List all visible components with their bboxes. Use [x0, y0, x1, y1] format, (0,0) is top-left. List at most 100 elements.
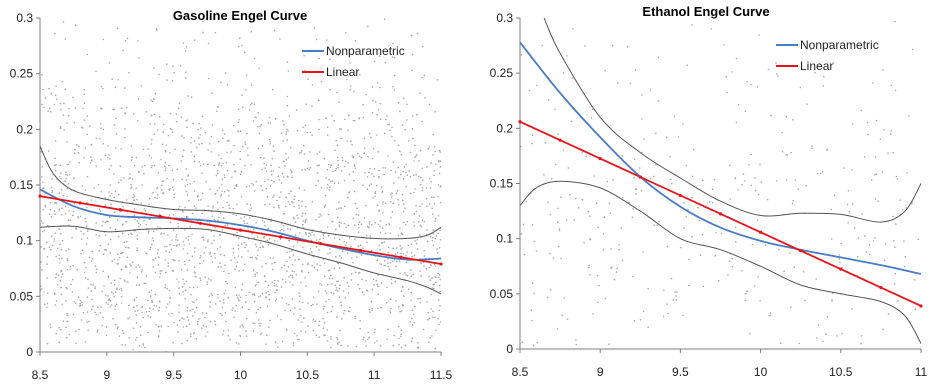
- scatter-point: [760, 181, 763, 183]
- scatter-point: [370, 300, 373, 303]
- scatter-point: [66, 336, 68, 339]
- scatter-point: [395, 299, 398, 302]
- scatter-point: [320, 80, 323, 83]
- scatter-point: [359, 244, 362, 246]
- scatter-point: [391, 196, 393, 198]
- scatter-point: [217, 297, 219, 299]
- scatter-point: [336, 144, 339, 146]
- scatter-point: [343, 179, 346, 182]
- scatter-point: [385, 223, 388, 226]
- scatter-point: [211, 124, 214, 126]
- scatter-point: [877, 200, 879, 202]
- scatter-point: [246, 147, 249, 149]
- scatter-point: [437, 317, 439, 320]
- scatter-point: [222, 206, 224, 209]
- scatter-point: [291, 298, 294, 300]
- scatter-point: [88, 320, 90, 323]
- scatter-point: [328, 189, 331, 191]
- scatter-point: [865, 251, 868, 253]
- scatter-point: [305, 233, 307, 235]
- scatter-point: [307, 78, 310, 80]
- scatter-point: [193, 155, 196, 158]
- scatter-point: [371, 288, 374, 291]
- scatter-point: [323, 275, 326, 278]
- scatter-point: [333, 182, 336, 184]
- scatter-point: [184, 298, 186, 300]
- scatter-point: [61, 257, 63, 260]
- scatter-point: [193, 266, 196, 269]
- scatter-point: [437, 232, 440, 235]
- scatter-point: [41, 176, 43, 178]
- scatter-point: [107, 295, 109, 297]
- scatter-point: [63, 102, 65, 105]
- scatter-point: [146, 252, 148, 255]
- scatter-point: [655, 164, 657, 166]
- scatter-point: [165, 144, 168, 146]
- scatter-point: [819, 172, 822, 175]
- scatter-point: [714, 255, 717, 257]
- scatter-point: [210, 292, 212, 295]
- scatter-point: [304, 219, 307, 222]
- scatter-point: [373, 175, 375, 178]
- scatter-point: [124, 39, 127, 42]
- scatter-point: [530, 309, 533, 312]
- scatter-point: [253, 190, 256, 192]
- scatter-point: [882, 328, 884, 331]
- scatter-point: [183, 136, 185, 139]
- scatter-point: [758, 34, 760, 36]
- scatter-point: [439, 238, 442, 241]
- scatter-point: [305, 218, 307, 221]
- scatter-point: [365, 234, 368, 237]
- scatter-point: [390, 282, 393, 285]
- scatter-point: [248, 185, 251, 187]
- scatter-point: [169, 112, 172, 115]
- scatter-point: [241, 106, 244, 108]
- scatter-point: [135, 322, 138, 324]
- scatter-point: [401, 285, 404, 288]
- scatter-point: [337, 182, 340, 184]
- scatter-point: [613, 278, 616, 281]
- scatter-point: [273, 194, 275, 197]
- scatter-point: [279, 196, 281, 199]
- scatter-point: [206, 283, 208, 286]
- scatter-point: [298, 199, 300, 202]
- scatter-point: [125, 220, 127, 223]
- scatter-point: [405, 185, 408, 188]
- scatter-point: [432, 133, 435, 136]
- scatter-point: [323, 321, 326, 324]
- scatter-point: [167, 265, 169, 267]
- scatter-point: [118, 181, 120, 184]
- scatter-point: [59, 127, 62, 129]
- scatter-point: [210, 230, 212, 233]
- scatter-point: [96, 329, 99, 331]
- scatter-point: [193, 286, 195, 289]
- scatter-point: [272, 88, 274, 91]
- scatter-point: [409, 269, 412, 271]
- scatter-point: [641, 94, 643, 96]
- scatter-point: [173, 196, 175, 199]
- scatter-point: [531, 134, 534, 137]
- scatter-point: [157, 264, 160, 266]
- scatter-point: [388, 268, 391, 271]
- scatter-point: [103, 285, 105, 287]
- scatter-point: [616, 82, 619, 84]
- scatter-point: [426, 240, 429, 243]
- lower-confidence-band: [519, 180, 922, 344]
- scatter-point: [237, 343, 240, 345]
- scatter-point: [642, 251, 644, 253]
- scatter-point: [76, 269, 78, 271]
- scatter-point: [816, 172, 819, 175]
- scatter-point: [381, 227, 384, 229]
- scatter-point: [339, 255, 341, 257]
- scatter-point: [367, 25, 369, 28]
- scatter-point: [136, 336, 138, 339]
- scatter-point: [61, 207, 63, 210]
- scatter-point: [190, 136, 193, 139]
- scatter-point: [604, 69, 606, 72]
- scatter-point: [731, 265, 734, 268]
- scatter-point: [293, 198, 296, 201]
- scatter-point: [199, 254, 202, 257]
- scatter-point: [171, 131, 174, 133]
- scatter-point: [120, 295, 123, 298]
- scatter-point: [346, 252, 349, 255]
